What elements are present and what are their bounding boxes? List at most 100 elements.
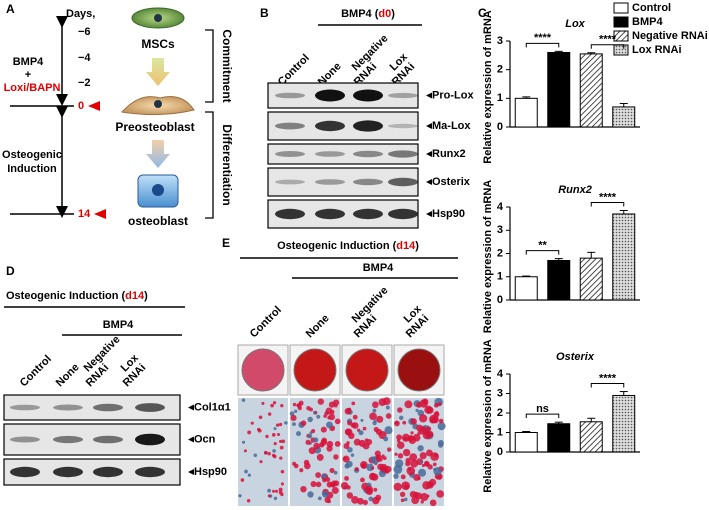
- stain-spot: [267, 412, 272, 416]
- stain-spot: [267, 488, 272, 493]
- stain-spot: [240, 478, 245, 482]
- label-arrow: [426, 92, 432, 99]
- cell-label: osteoblast: [128, 214, 188, 228]
- stain-spot: [384, 426, 393, 435]
- stain-spot: [325, 407, 333, 415]
- stain-spot: [360, 418, 364, 422]
- stain-spot: [324, 497, 331, 504]
- stain-spot: [406, 466, 416, 476]
- stain-spot: [351, 422, 359, 429]
- column-label: None: [304, 312, 332, 340]
- header-text: ): [391, 8, 395, 20]
- stain-spot: [358, 430, 364, 436]
- stain-spot: [372, 408, 377, 413]
- stain-spot: [433, 467, 437, 471]
- stain-spot: [343, 456, 347, 460]
- stain-spot: [420, 500, 424, 504]
- significance-label: **: [538, 240, 547, 252]
- stain-spot: [427, 464, 433, 470]
- stain-spot: [307, 491, 314, 498]
- row-label: Ocn: [194, 433, 216, 445]
- stain-spot: [409, 453, 418, 462]
- significance-bracket: [525, 250, 560, 255]
- column-label-line: Control: [248, 304, 284, 340]
- y-axis-title: Relative expression of mRNA: [482, 10, 494, 163]
- stain-spot: [267, 451, 271, 456]
- header-text: BMP4 (: [341, 8, 379, 20]
- stain-spot: [426, 494, 430, 498]
- panel-e: E Osteogenic Induction (d14) BMP4: [222, 236, 458, 279]
- stain-spot: [273, 496, 278, 501]
- stain-spot: [399, 491, 406, 498]
- stain-spot: [313, 442, 320, 450]
- stain-spot: [272, 489, 276, 493]
- blot-band: [53, 404, 83, 411]
- blot-band: [10, 436, 40, 443]
- stain-spot: [316, 453, 324, 461]
- y-tick-label: 2: [497, 64, 503, 76]
- stain-spot: [329, 482, 334, 487]
- blot-band: [275, 92, 305, 99]
- blot-band: [275, 151, 305, 157]
- blot-band: [353, 89, 383, 102]
- stain-spot: [360, 463, 365, 467]
- significance-label: ****: [599, 372, 617, 384]
- y-tick-label: 4: [497, 368, 504, 380]
- stain-spot: [284, 421, 288, 425]
- stain-spot: [276, 432, 281, 437]
- stain-spot: [418, 468, 427, 477]
- stained-well: [397, 348, 441, 392]
- stain-spot: [259, 460, 263, 464]
- stain-spot: [275, 489, 279, 493]
- stain-spot: [241, 398, 246, 402]
- blot-band: [10, 466, 40, 478]
- stain-spot: [399, 415, 404, 421]
- treatment: +: [25, 69, 31, 81]
- stain-spot: [243, 449, 247, 453]
- stain-spot: [371, 473, 379, 481]
- stain-spot: [373, 426, 379, 433]
- stain-spot: [437, 422, 446, 431]
- column-label: Control: [248, 304, 284, 340]
- stain-spot: [333, 470, 338, 475]
- stain-spot: [340, 481, 349, 490]
- row-label: Pro-Lox: [432, 89, 474, 101]
- stain-spot: [352, 414, 358, 420]
- stain-spot: [402, 448, 411, 457]
- stain-spot: [417, 476, 421, 481]
- significance-label: ****: [599, 191, 617, 203]
- blot-band: [93, 403, 123, 412]
- stain-spot: [346, 408, 350, 412]
- stain-spot: [272, 454, 277, 459]
- day: 14: [78, 208, 91, 220]
- header-highlight: d14: [125, 290, 145, 302]
- panel-label: B: [260, 6, 269, 20]
- y-tick-label: 0: [497, 446, 503, 458]
- stain-spot: [384, 465, 392, 473]
- bracket: [205, 29, 214, 103]
- stain-spot: [377, 463, 384, 471]
- stain-spot: [316, 414, 321, 419]
- stain-spot: [280, 482, 284, 486]
- y-tick-label: 1: [497, 92, 503, 104]
- stain-spot: [280, 469, 285, 474]
- nucleus: [152, 184, 164, 196]
- significance-label: ****: [599, 34, 617, 46]
- stain-spot: [334, 404, 338, 408]
- y-tick-label: 3: [497, 35, 503, 47]
- stain-spot: [292, 402, 297, 407]
- stain-spot: [397, 407, 403, 413]
- stain-spot: [328, 401, 336, 408]
- stained-well: [345, 348, 389, 392]
- stain-spot: [278, 487, 283, 492]
- label-arrow: [426, 211, 432, 217]
- stain-spot: [308, 447, 316, 455]
- nucleus: [154, 100, 162, 108]
- bar: [612, 394, 636, 453]
- stain-spot: [320, 426, 327, 433]
- blot-band: [388, 177, 418, 187]
- stain-spot: [299, 468, 304, 473]
- stain-spot: [273, 442, 277, 446]
- stain-spot: [347, 420, 352, 426]
